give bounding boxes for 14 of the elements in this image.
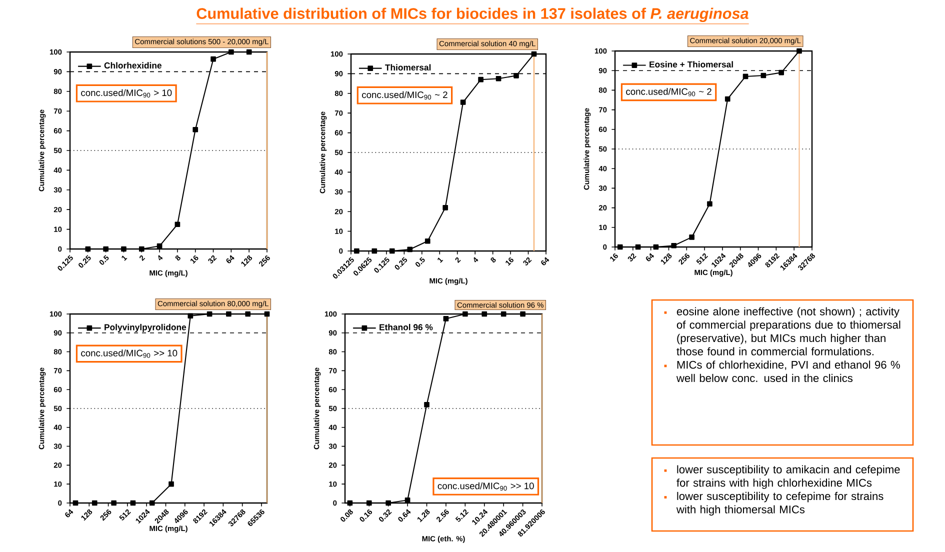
annotation: conc.used/MIC$_{90}$ > 10 xyxy=(81,89,172,98)
annotation: conc.used/MIC$_{90}$ ~ 2 xyxy=(362,91,448,100)
legend-label: Chlorhexidine xyxy=(104,62,162,69)
legend-label: Eosine + Thiomersal xyxy=(650,61,733,68)
text: MICs of chlorhexidine, PVI and ethanol 96 % well below conc. used in the clinics xyxy=(676,360,900,382)
legend-label: Polyvinylpyrolidone xyxy=(104,324,186,332)
annotation: conc.used/MIC$_{90}$ ~ 2 xyxy=(626,88,712,96)
text: Cumulative distribution of MICs for biocides in 137 isolates of P. aeruginosa xyxy=(196,8,748,22)
text: lower susceptibility to cefepime for strains with high thiomersal MICs xyxy=(676,492,884,516)
text: eosine alone ineffective (not shown) ; activity of commercial preparations due to thiomersal (preservative), but MICs much higher than those found in commercial formulations. xyxy=(676,307,900,356)
annotation: conc.used/MIC$_{90}$ >> 10 xyxy=(81,350,178,358)
annotation: conc.used/MIC$_{90}$ >> 10 xyxy=(438,482,534,491)
legend-label: Thiomersal xyxy=(385,64,431,71)
legend-label: Ethanol 96 % xyxy=(380,324,433,330)
